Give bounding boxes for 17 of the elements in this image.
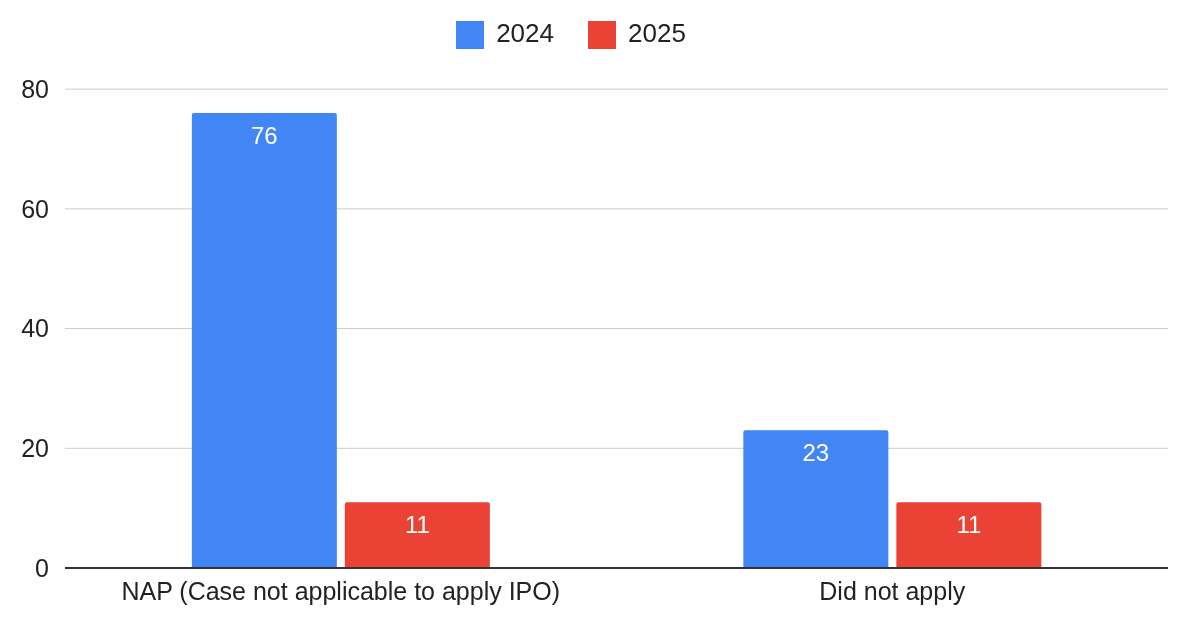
bar <box>191 113 337 568</box>
data-label: 11 <box>956 511 982 539</box>
legend-label: 2024 <box>496 18 554 48</box>
legend-label: 2025 <box>628 18 686 48</box>
bar <box>896 502 1042 568</box>
y-tick-label: 0 <box>35 553 49 582</box>
y-tick-label: 40 <box>21 314 49 343</box>
y-tick-label: 20 <box>21 434 49 463</box>
bar <box>743 430 889 568</box>
bar <box>344 502 490 568</box>
x-tick-label: NAP (Case not applicable to apply IPO) <box>121 576 561 605</box>
y-tick-label: 80 <box>21 75 49 103</box>
x-tick-label: Did not apply <box>819 576 966 605</box>
y-tick-label: 60 <box>21 194 49 223</box>
data-label: 11 <box>404 511 430 539</box>
data-label: 76 <box>250 122 278 150</box>
data-label: 23 <box>802 439 830 467</box>
